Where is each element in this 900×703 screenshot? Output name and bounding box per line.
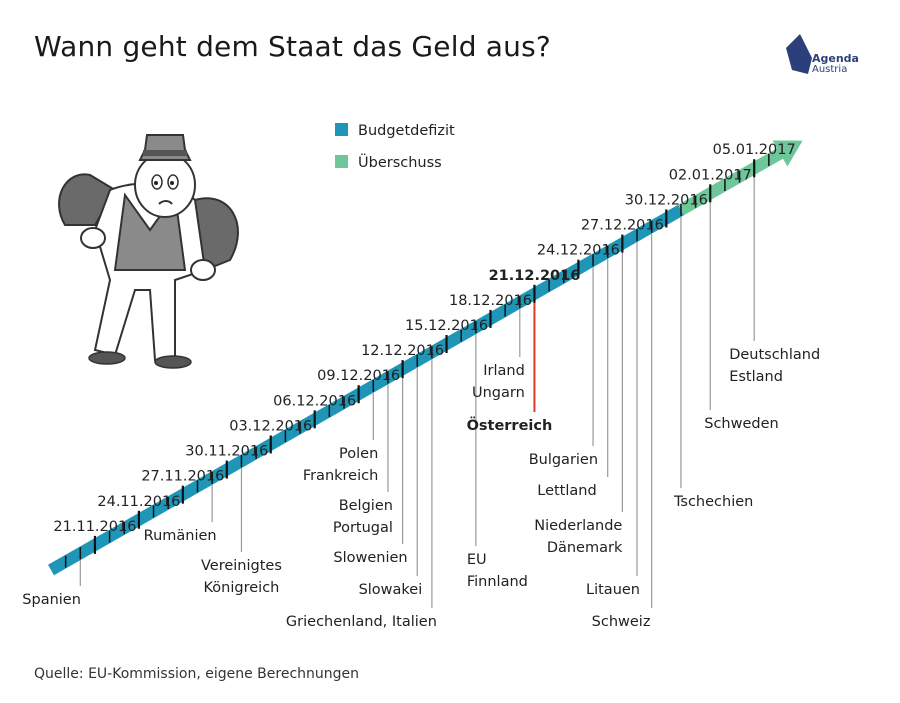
country-label: Polen [339,446,378,462]
date-label: 27.12.2016 [581,218,664,234]
agenda-austria-logo [786,34,812,74]
country-label-highlight: Österreich [467,416,553,434]
country-label: Finnland [467,574,528,590]
date-label: 30.11.2016 [185,444,268,460]
country-label: Belgien [339,498,393,514]
day-ticks [64,153,770,568]
legend-swatch-deficit [335,123,348,136]
country-label: Tschechien [673,494,753,510]
country-label: Lettland [537,483,596,499]
chart-title: Wann geht dem Staat das Geld aus? [34,30,551,63]
country-label: Schweiz [592,614,651,630]
country-label: Königreich [204,580,280,596]
country-label: Niederlande [534,518,622,534]
country-label: Schweden [704,416,778,432]
worried-man-empty-pockets-icon [58,134,239,369]
date-labels: 21.11.2016 24.11.2016 27.11.2016 30.11.2016… [53,142,795,535]
date-label: 24.12.2016 [537,243,620,259]
country-label: Vereinigtes [201,558,282,574]
country-label: Portugal [333,520,393,536]
logo-text-austria: Austria [812,64,848,75]
country-labels: Spanien Rumänien Vereinigtes Königreich Pole… [22,347,820,630]
date-label: 12.12.2016 [361,343,444,359]
logo-mark-icon [786,34,812,74]
country-label: Slowakei [359,582,423,598]
country-label: EU [467,552,487,568]
timeline-arrow [48,140,803,576]
country-label: Spanien [22,592,81,608]
date-label: 06.12.2016 [273,393,356,409]
date-label: 02.01.2017 [669,167,752,183]
deficit-band [48,204,684,576]
date-label: 05.01.2017 [713,142,796,158]
source-note: Quelle: EU-Kommission, eigene Berechnung… [34,666,360,682]
legend: Budgetdefizit Überschuss [335,123,455,171]
legend-swatch-surplus [335,155,348,168]
date-label: 27.11.2016 [141,469,224,485]
country-label: Frankreich [303,468,378,484]
date-label: 09.12.2016 [317,368,400,384]
country-label: Irland [483,363,525,379]
legend-label-deficit: Budgetdefizit [358,123,455,139]
date-label: 21.12.2016 [489,268,581,284]
date-label: 18.12.2016 [449,293,532,309]
country-label: Rumänien [144,528,217,544]
country-label: Slowenien [333,550,407,566]
country-label: Dänemark [547,540,623,556]
leader-lines [79,175,755,608]
country-label: Ungarn [472,385,525,401]
date-label: 21.11.2016 [53,519,136,535]
legend-label-surplus: Überschuss [358,153,442,171]
date-label: 03.12.2016 [229,418,312,434]
country-label: Estland [729,369,783,385]
country-label: Deutschland [729,347,820,363]
date-label: 15.12.2016 [405,318,488,334]
surplus-band [677,146,787,216]
country-label: Litauen [586,582,640,598]
logo-text-agenda: Agenda [812,52,859,65]
date-label: 30.12.2016 [625,192,708,208]
arrow-head [772,140,803,167]
date-label: 24.11.2016 [97,494,180,510]
country-label: Griechenland, Italien [286,614,437,630]
country-label: Bulgarien [529,452,598,468]
